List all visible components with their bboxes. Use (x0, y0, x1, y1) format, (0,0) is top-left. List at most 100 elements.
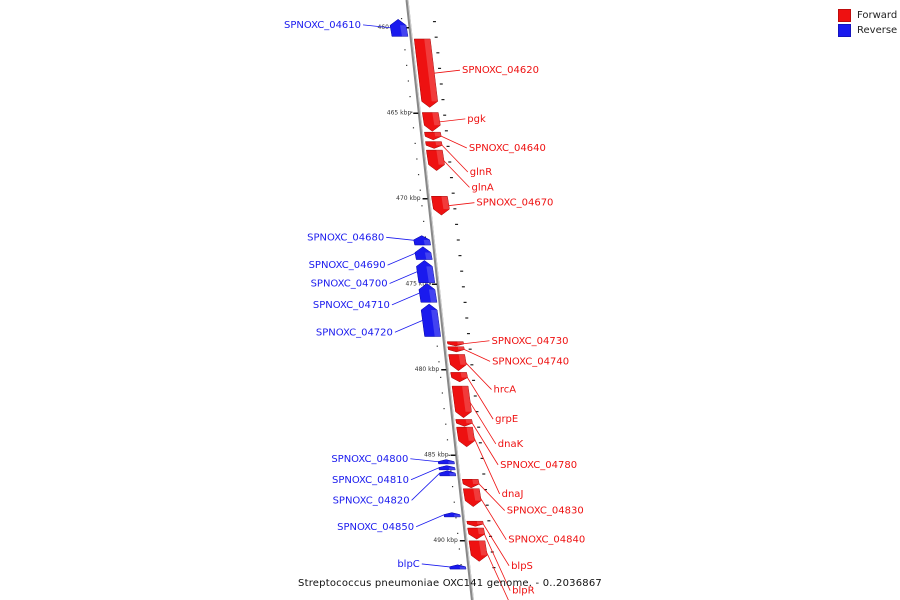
gene-arrow[interactable] (439, 470, 457, 477)
gene-label[interactable]: glnA (471, 182, 493, 193)
minor-tick (468, 348, 472, 350)
gene-arrow[interactable] (418, 283, 438, 303)
gene-arrow[interactable] (456, 426, 475, 448)
minor-tick (449, 177, 453, 179)
minor-tick (417, 174, 420, 176)
gene-arrow[interactable] (413, 38, 438, 108)
minor-tick (455, 223, 459, 225)
gene-label[interactable]: SPNOXC_04740 (492, 356, 569, 367)
gene-arrow[interactable] (448, 354, 467, 372)
gene-shade (472, 479, 480, 484)
minor-tick (400, 18, 403, 20)
gene-arrow[interactable] (416, 260, 436, 283)
genome-backbone (405, 0, 474, 600)
gene-arrow[interactable] (462, 488, 482, 507)
gene-label[interactable]: dnaK (498, 439, 524, 450)
gene-arrow[interactable] (446, 341, 464, 347)
gene-arrow[interactable] (447, 346, 465, 353)
axis-label: 470 kbp (396, 195, 421, 202)
gene-arrow[interactable] (426, 149, 445, 171)
axis-tick (441, 369, 447, 371)
minor-tick (453, 208, 457, 210)
gene-label[interactable]: SPNOXC_04620 (462, 65, 539, 76)
gene-arrow[interactable] (438, 465, 456, 471)
gene-label[interactable]: SPNOXC_04680 (307, 232, 384, 243)
axis-label: 485 kbp (424, 452, 449, 459)
gene-label[interactable]: SPNOXC_04710 (313, 300, 390, 311)
gene-shade (458, 354, 467, 365)
gene-arrow[interactable] (413, 235, 432, 246)
gene-shade (457, 346, 465, 350)
minor-tick (436, 52, 440, 54)
minor-tick (457, 532, 459, 534)
axis-tick (413, 112, 419, 114)
gene-arrow[interactable] (450, 372, 468, 383)
gene-arrow[interactable] (449, 564, 467, 570)
label-leader (469, 401, 497, 445)
gene-arrow[interactable] (443, 512, 461, 518)
gene-label[interactable]: glnR (470, 167, 492, 178)
minor-tick (438, 361, 440, 363)
gene-label[interactable]: SPNOXC_04670 (476, 198, 553, 209)
gene-label[interactable]: SPNOXC_04830 (507, 506, 584, 517)
gene-arrow[interactable] (431, 196, 450, 216)
gene-label[interactable]: SPNOXC_04780 (500, 460, 577, 471)
gene-arrow[interactable] (466, 520, 484, 527)
minor-tick (421, 205, 423, 207)
gene-shade (465, 419, 473, 424)
minor-tick (460, 564, 462, 566)
gene-label[interactable]: SPNOXC_04690 (309, 260, 386, 271)
gene-label[interactable]: SPNOXC_04800 (331, 454, 408, 465)
gene-arrow[interactable] (455, 419, 473, 427)
gene-label[interactable]: dnaJ (502, 489, 524, 500)
gene-label[interactable]: grpE (495, 414, 518, 425)
gene-arrow[interactable] (468, 540, 488, 562)
gene-arrow[interactable] (420, 303, 441, 337)
minor-tick (445, 423, 447, 425)
gene-label[interactable]: SPNOXC_04640 (469, 143, 546, 154)
label-leader (411, 473, 440, 501)
gene-label[interactable]: hrcA (494, 385, 517, 396)
gene-arrow[interactable] (425, 141, 443, 149)
gene-label[interactable]: SPNOXC_04850 (337, 522, 414, 533)
gene-arrow[interactable] (414, 246, 433, 260)
gene-label[interactable]: SPNOXC_04610 (284, 20, 361, 31)
gene-label[interactable]: blpS (511, 561, 533, 572)
minor-tick (424, 236, 426, 238)
minor-tick (456, 239, 460, 241)
gene-arrow[interactable] (389, 18, 409, 37)
gene-label[interactable]: SPNOXC_04730 (491, 336, 568, 347)
label-leader (466, 376, 494, 420)
gene-label[interactable]: blpC (397, 559, 419, 570)
gene-arrow[interactable] (424, 131, 442, 141)
gene-label[interactable]: SPNOXC_04810 (332, 475, 409, 486)
minor-tick (448, 454, 450, 456)
label-leader (463, 348, 491, 362)
gene-arrow[interactable] (421, 112, 441, 132)
gene-arrow[interactable] (467, 527, 486, 540)
reverse-swatch (838, 24, 851, 37)
gene-arrow[interactable] (451, 385, 472, 419)
minor-tick (446, 439, 449, 441)
gene-label[interactable]: SPNOXC_04700 (311, 279, 388, 290)
label-leader (391, 292, 421, 306)
label-leader (387, 252, 416, 266)
gene-label[interactable]: pgk (467, 114, 486, 125)
gene-label[interactable]: SPNOXC_04820 (333, 495, 410, 506)
label-leader (394, 319, 424, 333)
gene-label[interactable]: SPNOXC_04840 (508, 535, 585, 546)
gene-shade (400, 25, 408, 37)
gene-shade (424, 252, 433, 260)
gene-shade (441, 196, 450, 210)
minor-tick (441, 392, 443, 394)
gene-label[interactable]: blpR (512, 586, 534, 597)
gene-label[interactable]: SPNOXC_04720 (316, 327, 393, 338)
minor-tick (453, 501, 455, 503)
label-leader (463, 340, 490, 345)
label-leader (478, 483, 505, 511)
gene-shade (432, 112, 441, 126)
gene-arrow[interactable] (461, 479, 480, 489)
gene-arrow[interactable] (437, 459, 455, 465)
label-leader (471, 422, 499, 466)
minor-tick (416, 158, 418, 160)
